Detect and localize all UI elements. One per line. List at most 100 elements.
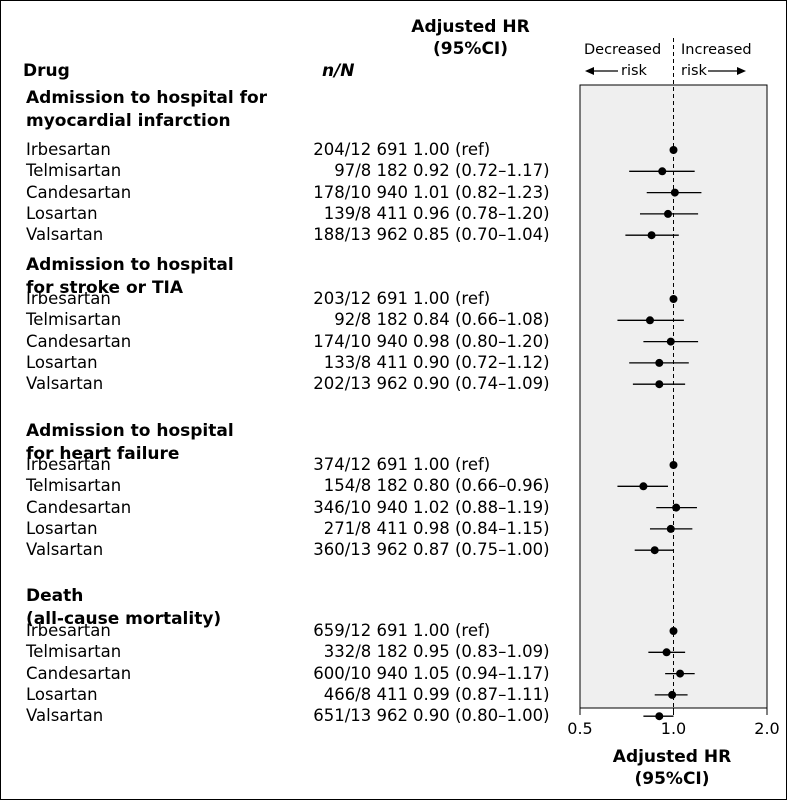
drug-name: Losartan <box>26 684 98 704</box>
hr-ci-text: 0.85 (0.70–1.04) <box>413 225 550 245</box>
hr-point <box>666 337 675 346</box>
drug-name: Telmisartan <box>26 310 122 330</box>
n-over-n: 332/8 182 <box>323 642 408 662</box>
drug-name: Candesartan <box>26 663 132 683</box>
n-over-n: 204/12 691 <box>313 140 408 159</box>
hr-ci-text: 1.05 (0.94–1.17) <box>413 663 550 683</box>
header-nn: n/N <box>322 61 355 81</box>
drug-name: Irbesartan <box>26 621 111 640</box>
legend-risk-left: risk <box>621 63 647 79</box>
hr-ci-text: 0.84 (0.66–1.08) <box>413 310 550 330</box>
n-over-n: 466/8 411 <box>323 684 408 704</box>
x-axis-label: Adjusted HR (95%CI) <box>572 746 772 790</box>
hr-point <box>647 231 656 240</box>
arrow-right-icon <box>737 67 746 75</box>
hr-point <box>663 209 672 218</box>
section-title: Death (all-cause mortality) <box>26 586 222 629</box>
hr-point <box>650 546 659 555</box>
n-over-n: 600/10 940 <box>313 663 408 683</box>
hr-point <box>655 358 664 367</box>
hr-ci-text: 0.90 (0.80–1.00) <box>413 706 550 726</box>
header-hr-line2: (95%CI) <box>432 39 509 59</box>
drug-name: Telmisartan <box>26 476 122 496</box>
n-over-n: 346/10 940 <box>313 497 408 517</box>
hr-ci-text: 1.01 (0.82–1.23) <box>413 182 550 202</box>
drug-name: Irbesartan <box>26 140 111 159</box>
arrow-left-icon <box>585 67 594 75</box>
hr-point <box>669 295 678 303</box>
hr-ci-text: 0.95 (0.83–1.09) <box>413 642 550 662</box>
drug-name: Telmisartan <box>26 161 122 181</box>
section-title: Admission to hospital for heart failure <box>26 421 234 464</box>
drug-name: Candesartan <box>26 497 132 517</box>
hr-point <box>676 669 685 678</box>
section-title: Admission to hospital for myocardial inf… <box>26 88 268 131</box>
hr-ci-text: 0.99 (0.87–1.11) <box>413 684 550 704</box>
hr-ci-text: 1.00 (ref) <box>413 289 491 308</box>
hr-ci-text: 1.00 (ref) <box>413 621 491 640</box>
n-over-n: 271/8 411 <box>323 518 408 538</box>
drug-name: Valsartan <box>26 540 104 560</box>
header-drug: Drug <box>23 61 70 81</box>
hr-ci-text: 0.90 (0.74–1.09) <box>413 374 550 394</box>
n-over-n: 659/12 691 <box>313 621 408 640</box>
n-over-n: 374/12 691 <box>313 455 408 474</box>
x-axis-label-line1: Adjusted HR <box>612 747 732 767</box>
n-over-n: 139/8 411 <box>323 203 408 223</box>
hr-point <box>666 524 675 533</box>
n-over-n: 203/12 691 <box>313 289 408 308</box>
n-over-n: 174/10 940 <box>313 331 408 351</box>
n-over-n: 92/8 182 <box>334 310 408 330</box>
hr-point <box>645 316 654 325</box>
section-title: Admission to hospital for stroke or TIA <box>26 255 234 298</box>
x-tick-label: 0.5 <box>567 719 592 738</box>
hr-ci-text: 1.00 (ref) <box>413 455 491 474</box>
n-over-n: 651/13 962 <box>313 706 408 726</box>
hr-point <box>639 482 648 491</box>
n-over-n: 154/8 182 <box>323 476 408 496</box>
drug-name: Valsartan <box>26 225 104 245</box>
legend-risk-right: risk <box>681 63 707 79</box>
hr-ci-text: 0.87 (0.75–1.00) <box>413 540 550 560</box>
hr-point <box>670 188 679 197</box>
drug-name: Losartan <box>26 203 98 223</box>
hr-point <box>655 380 664 389</box>
drug-name: Valsartan <box>26 706 104 726</box>
hr-ci-text: 0.96 (0.78–1.20) <box>413 203 550 223</box>
legend-decreased: Decreased <box>584 42 662 58</box>
n-over-n: 360/13 962 <box>313 540 408 560</box>
hr-ci-text: 0.90 (0.72–1.12) <box>413 352 550 372</box>
hr-ci-text: 0.98 (0.84–1.15) <box>413 518 550 538</box>
hr-ci-text: 0.98 (0.80–1.20) <box>413 331 550 351</box>
drug-name: Losartan <box>26 352 98 372</box>
n-over-n: 202/13 962 <box>313 374 408 394</box>
n-over-n: 178/10 940 <box>313 182 408 202</box>
hr-ci-text: 0.92 (0.72–1.17) <box>413 161 550 181</box>
hr-point <box>669 461 678 469</box>
drug-name: Valsartan <box>26 374 104 394</box>
hr-point <box>672 503 681 512</box>
hr-ci-text: 1.02 (0.88–1.19) <box>413 497 550 517</box>
hr-point <box>658 167 667 176</box>
n-over-n: 188/13 962 <box>313 225 408 245</box>
hr-point <box>669 627 678 635</box>
drug-name: Irbesartan <box>26 289 111 308</box>
drug-name: Candesartan <box>26 331 132 351</box>
drug-name: Losartan <box>26 518 98 538</box>
hr-ci-text: 1.00 (ref) <box>413 140 491 159</box>
drug-name: Telmisartan <box>26 642 122 662</box>
legend-increased: Increased <box>681 42 752 58</box>
hr-point <box>655 712 664 721</box>
n-over-n: 97/8 182 <box>334 161 408 181</box>
n-over-n: 133/8 411 <box>323 352 408 372</box>
header-hr-line1: Adjusted HR <box>411 17 530 37</box>
hr-point <box>669 146 678 154</box>
drug-name: Candesartan <box>26 182 132 202</box>
header-adjusted-hr: Adjusted HR (95%CI) <box>408 16 533 60</box>
drug-name: Irbesartan <box>26 455 111 474</box>
hr-point <box>668 690 677 699</box>
hr-point <box>662 648 671 657</box>
x-tick-label: 2.0 <box>754 719 779 738</box>
hr-ci-text: 0.80 (0.66–0.96) <box>413 476 550 496</box>
